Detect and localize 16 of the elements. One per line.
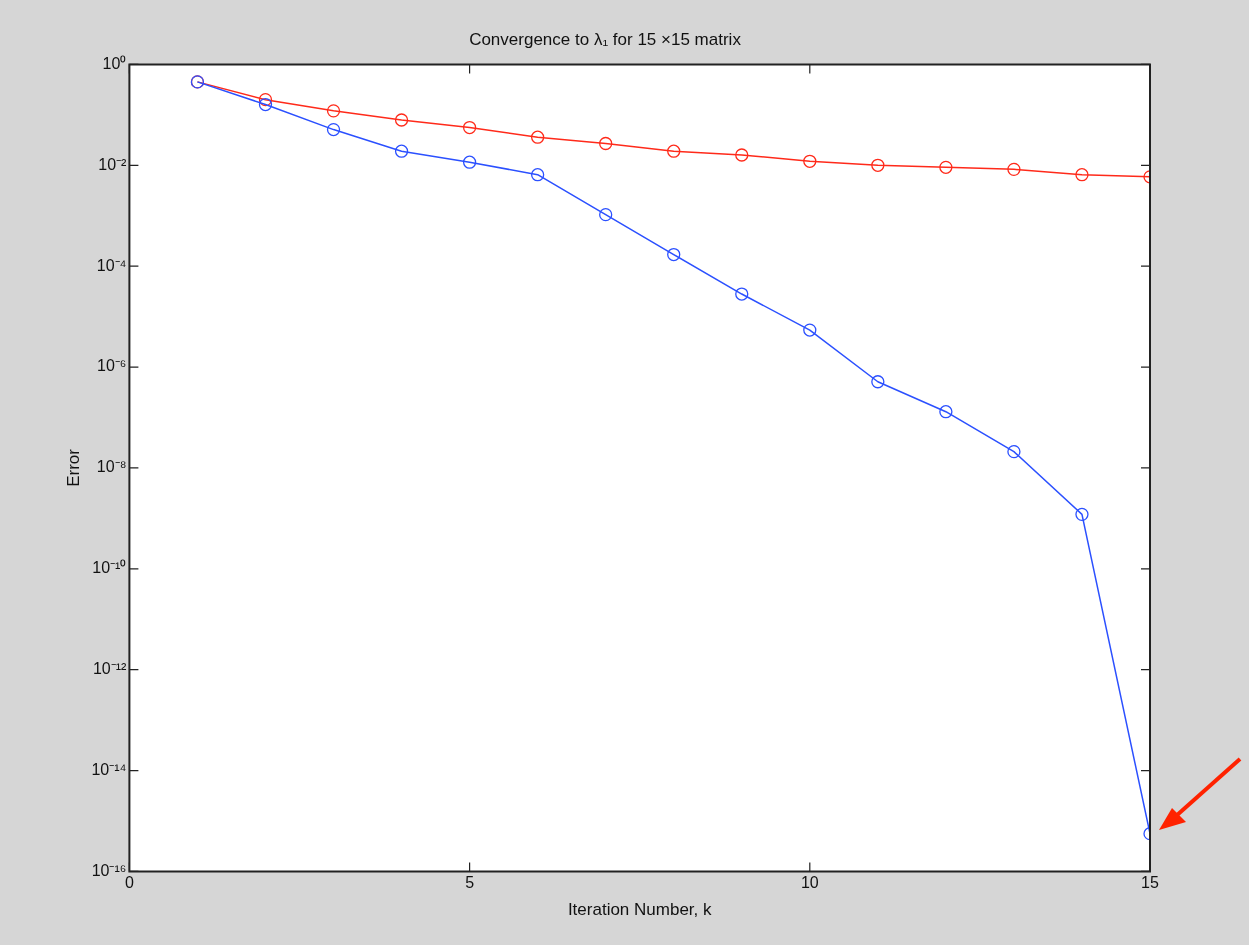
x-axis-title: Iteration Number, k: [567, 900, 713, 920]
y-tick-label: 10⁻²: [98, 155, 128, 173]
x-tick-label: 15: [1141, 874, 1159, 892]
x-tick-label: 10: [800, 874, 819, 892]
chart-title: Convergence to λ₁ for 15 ×15 matrix: [469, 29, 742, 49]
y-tick-label: 10⁻¹²: [92, 660, 128, 678]
y-tick-label: 10⁻⁴: [96, 256, 127, 274]
y-tick-label: 10⁻⁶: [97, 357, 127, 375]
y-tick-label: 10⁰: [102, 54, 127, 72]
x-tick-label: 5: [465, 874, 475, 892]
y-tick-label: 10⁻⁸: [96, 458, 127, 476]
x-tick-label: 0: [124, 874, 134, 892]
y-tick-label: 10⁻¹⁰: [92, 559, 127, 577]
y-tick-label: 10⁻¹⁴: [91, 760, 127, 778]
y-axis-title: Error: [63, 448, 83, 487]
y-tick-label: 10⁻¹⁶: [91, 861, 127, 879]
